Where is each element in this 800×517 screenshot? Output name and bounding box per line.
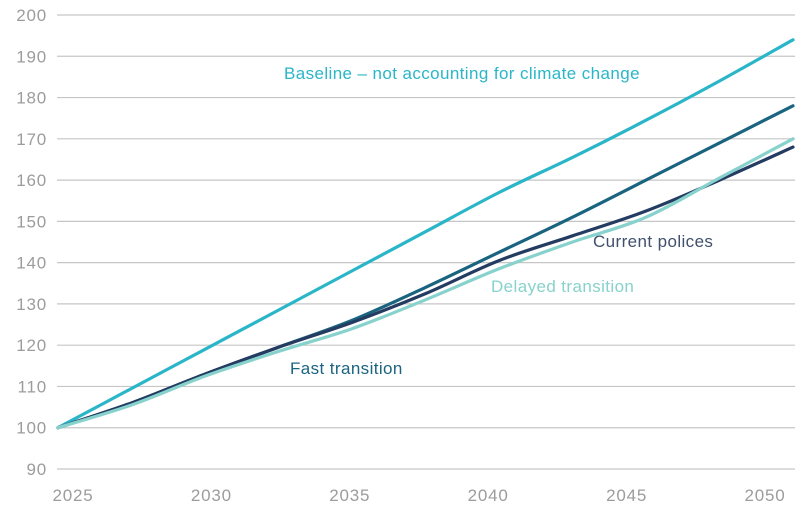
series-label-delayed-transition: Delayed transition: [491, 277, 635, 296]
series-line-current-policies: [56, 145, 795, 430]
y-tick-label: 140: [16, 254, 47, 273]
x-tick-label: 2035: [329, 486, 370, 505]
series-label-current-policies: Current polices: [593, 232, 714, 251]
x-tick-label: 2030: [191, 486, 232, 505]
y-tick-label: 170: [16, 130, 47, 149]
y-tick-label: 130: [16, 295, 47, 314]
y-tick-label: 190: [16, 47, 47, 66]
y-tick-label: 200: [16, 6, 47, 25]
y-tick-label: 100: [16, 419, 47, 438]
series-line-baseline: [56, 38, 795, 430]
x-tick-label: 2045: [606, 486, 647, 505]
series-line-delayed-transition: [56, 137, 795, 430]
y-tick-label: 120: [16, 336, 47, 355]
y-tick-label: 180: [16, 89, 47, 108]
x-tick-label: 2025: [52, 486, 93, 505]
series-label-baseline: Baseline – not accounting for climate ch…: [284, 64, 640, 83]
series-line-fast-transition: [56, 104, 795, 430]
y-tick-label: 160: [16, 171, 47, 190]
x-tick-label: 2050: [744, 486, 785, 505]
y-tick-label: 150: [16, 212, 47, 231]
y-tick-label: 90: [26, 460, 47, 479]
series-label-fast-transition: Fast transition: [290, 359, 403, 378]
y-tick-label: 110: [17, 377, 47, 396]
x-tick-label: 2040: [468, 486, 509, 505]
